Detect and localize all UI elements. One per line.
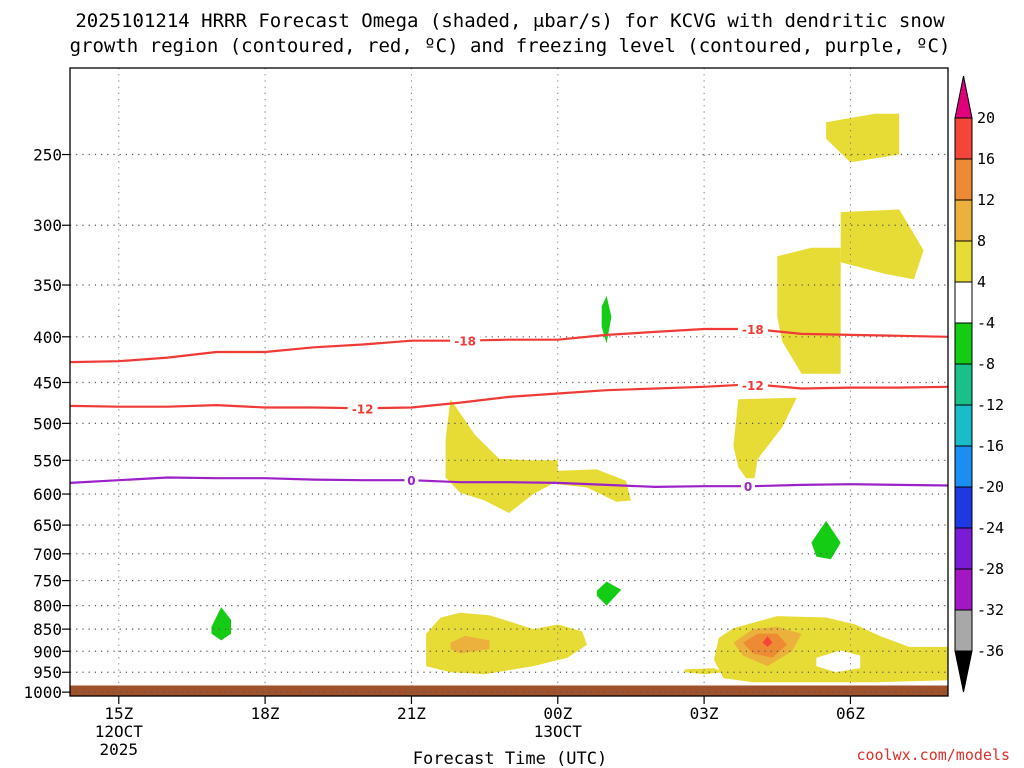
y-tick-label-400: 400 [33, 328, 62, 347]
grid-lines [70, 68, 948, 696]
contour-label--12-1: -12 [742, 379, 764, 393]
x-tick-label-21Z-0: 21Z [397, 704, 426, 723]
contour-line--12 [69, 383, 949, 410]
contour-label-bg--18-0 [450, 332, 481, 349]
x-tick-label-15Z-0: 15Z [104, 704, 133, 723]
y-tick-label-1000: 1000 [23, 683, 62, 702]
omega-region-12 [743, 633, 787, 658]
colorbar-label-8: 8 [977, 232, 986, 250]
omega-region-7 [684, 668, 724, 675]
colorbar-bin-10 [954, 527, 973, 570]
colorbar-top-arrow [954, 75, 973, 119]
colorbar-bin-11 [954, 568, 973, 611]
colorbar-bin-12 [954, 609, 973, 652]
x-tick-label-15Z-1: 12OCT [95, 722, 144, 741]
omega-region-0 [445, 399, 558, 513]
y-tick-label-550: 550 [33, 451, 62, 470]
colorbar-bin-5 [954, 322, 973, 365]
contour-label-bg-0-1 [741, 478, 756, 495]
omega-region-6 [426, 612, 587, 675]
colorbar-label--8: -8 [977, 355, 995, 373]
colorbar-label-16: 16 [977, 150, 995, 168]
y-tick-label-500: 500 [33, 414, 62, 433]
colorbar-bin-3 [954, 240, 973, 283]
omega-region-4 [840, 209, 924, 280]
colorbar: 20 16 12 8 4 -4 -8 -12 -16 -20 -24 -28 -32 -36 [954, 75, 1004, 693]
y-tick-label-900: 900 [33, 642, 62, 661]
contour-label-bg--12-1 [737, 377, 768, 394]
omega-region-14 [211, 607, 231, 641]
y-axis-pressure-ticks: 250 300 350 400 450 500 550 600 650 700 750 800 850 9… [23, 146, 70, 702]
contour-label--12-0: -12 [352, 402, 374, 416]
colorbar-bin-1 [954, 158, 973, 201]
y-tick-label-850: 850 [33, 620, 62, 639]
y-tick-label-300: 300 [33, 216, 62, 235]
y-tick-label-600: 600 [33, 485, 62, 504]
contour-label-bg--18-1 [737, 320, 768, 337]
colorbar-label--24: -24 [977, 519, 1004, 537]
omega-shading-layer [211, 113, 948, 683]
y-tick-label-800: 800 [33, 597, 62, 616]
colorbar-bin-7 [954, 404, 973, 447]
contour-label-0-0: 0 [407, 474, 415, 488]
omega-region-15 [601, 295, 612, 344]
omega-region-1 [557, 469, 631, 502]
plot-frame [69, 67, 949, 697]
x-tick-label-00Z-1: 13OCT [534, 722, 583, 741]
omega-region-5 [826, 113, 900, 163]
contour-label-0-1: 0 [744, 480, 752, 494]
omega-region-10 [450, 635, 490, 654]
site-credit: coolwx.com/models [856, 746, 1010, 764]
contour-label--18-0: -18 [454, 335, 476, 349]
omega-region-9 [816, 650, 861, 673]
colorbar-bin-9 [954, 486, 973, 529]
colorbar-bin-4 [954, 281, 973, 324]
contour-label-bg--12-0 [347, 400, 378, 417]
colorbar-label--28: -28 [977, 560, 1004, 578]
omega-region-2 [733, 397, 797, 488]
contour-label-bg-0-0 [404, 472, 419, 489]
colorbar-bottom-arrow [954, 650, 973, 693]
colorbar-label--32: -32 [977, 601, 1004, 619]
colorbar-bin-2 [954, 199, 973, 242]
colorbar-label-20: 20 [977, 109, 995, 127]
contour-line--18 [69, 327, 949, 364]
contour-line-0 [69, 476, 949, 488]
y-tick-label-750: 750 [33, 572, 62, 591]
colorbar-label-12: 12 [977, 191, 995, 209]
y-tick-label-450: 450 [33, 373, 62, 392]
colorbar-label--20: -20 [977, 478, 1004, 496]
x-tick-label-06Z-0: 06Z [836, 704, 865, 723]
colorbar-label-4: 4 [977, 273, 986, 291]
y-tick-label-250: 250 [33, 146, 62, 165]
omega-region-17 [811, 520, 841, 560]
colorbar-bin-8 [954, 445, 973, 488]
x-tick-label-18Z-0: 18Z [251, 704, 280, 723]
y-tick-label-650: 650 [33, 516, 62, 535]
colorbar-label--12: -12 [977, 396, 1004, 414]
omega-region-3 [777, 247, 841, 374]
y-tick-label-350: 350 [33, 276, 62, 295]
colorbar-bin-6 [954, 363, 973, 406]
contour-layer: -18 -18 -12 -12 0 0 [69, 320, 949, 495]
colorbar-label--16: -16 [977, 437, 1004, 455]
colorbar-label--36: -36 [977, 642, 1004, 660]
y-tick-label-950: 950 [33, 663, 62, 682]
x-tick-label-00Z-0: 00Z [543, 704, 572, 723]
x-tick-label-03Z-0: 03Z [690, 704, 719, 723]
chart-title-line-1: 2025101214 HRRR Forecast Omega (shaded, … [75, 10, 945, 32]
omega-region-16 [596, 581, 622, 606]
x-tick-label-15Z-2: 2025 [100, 740, 139, 759]
y-tick-label-700: 700 [33, 545, 62, 564]
omega-region-13 [762, 636, 773, 647]
colorbar-bin-0 [954, 117, 973, 160]
ground-band [70, 685, 948, 696]
contour-label--18-1: -18 [742, 323, 764, 337]
x-axis-title: Forecast Time (UTC) [413, 749, 607, 768]
ground-layer [70, 685, 948, 696]
chart-title-line-2: growth region (contoured, red, ºC) and f… [70, 35, 951, 57]
colorbar-label--4: -4 [977, 314, 995, 332]
